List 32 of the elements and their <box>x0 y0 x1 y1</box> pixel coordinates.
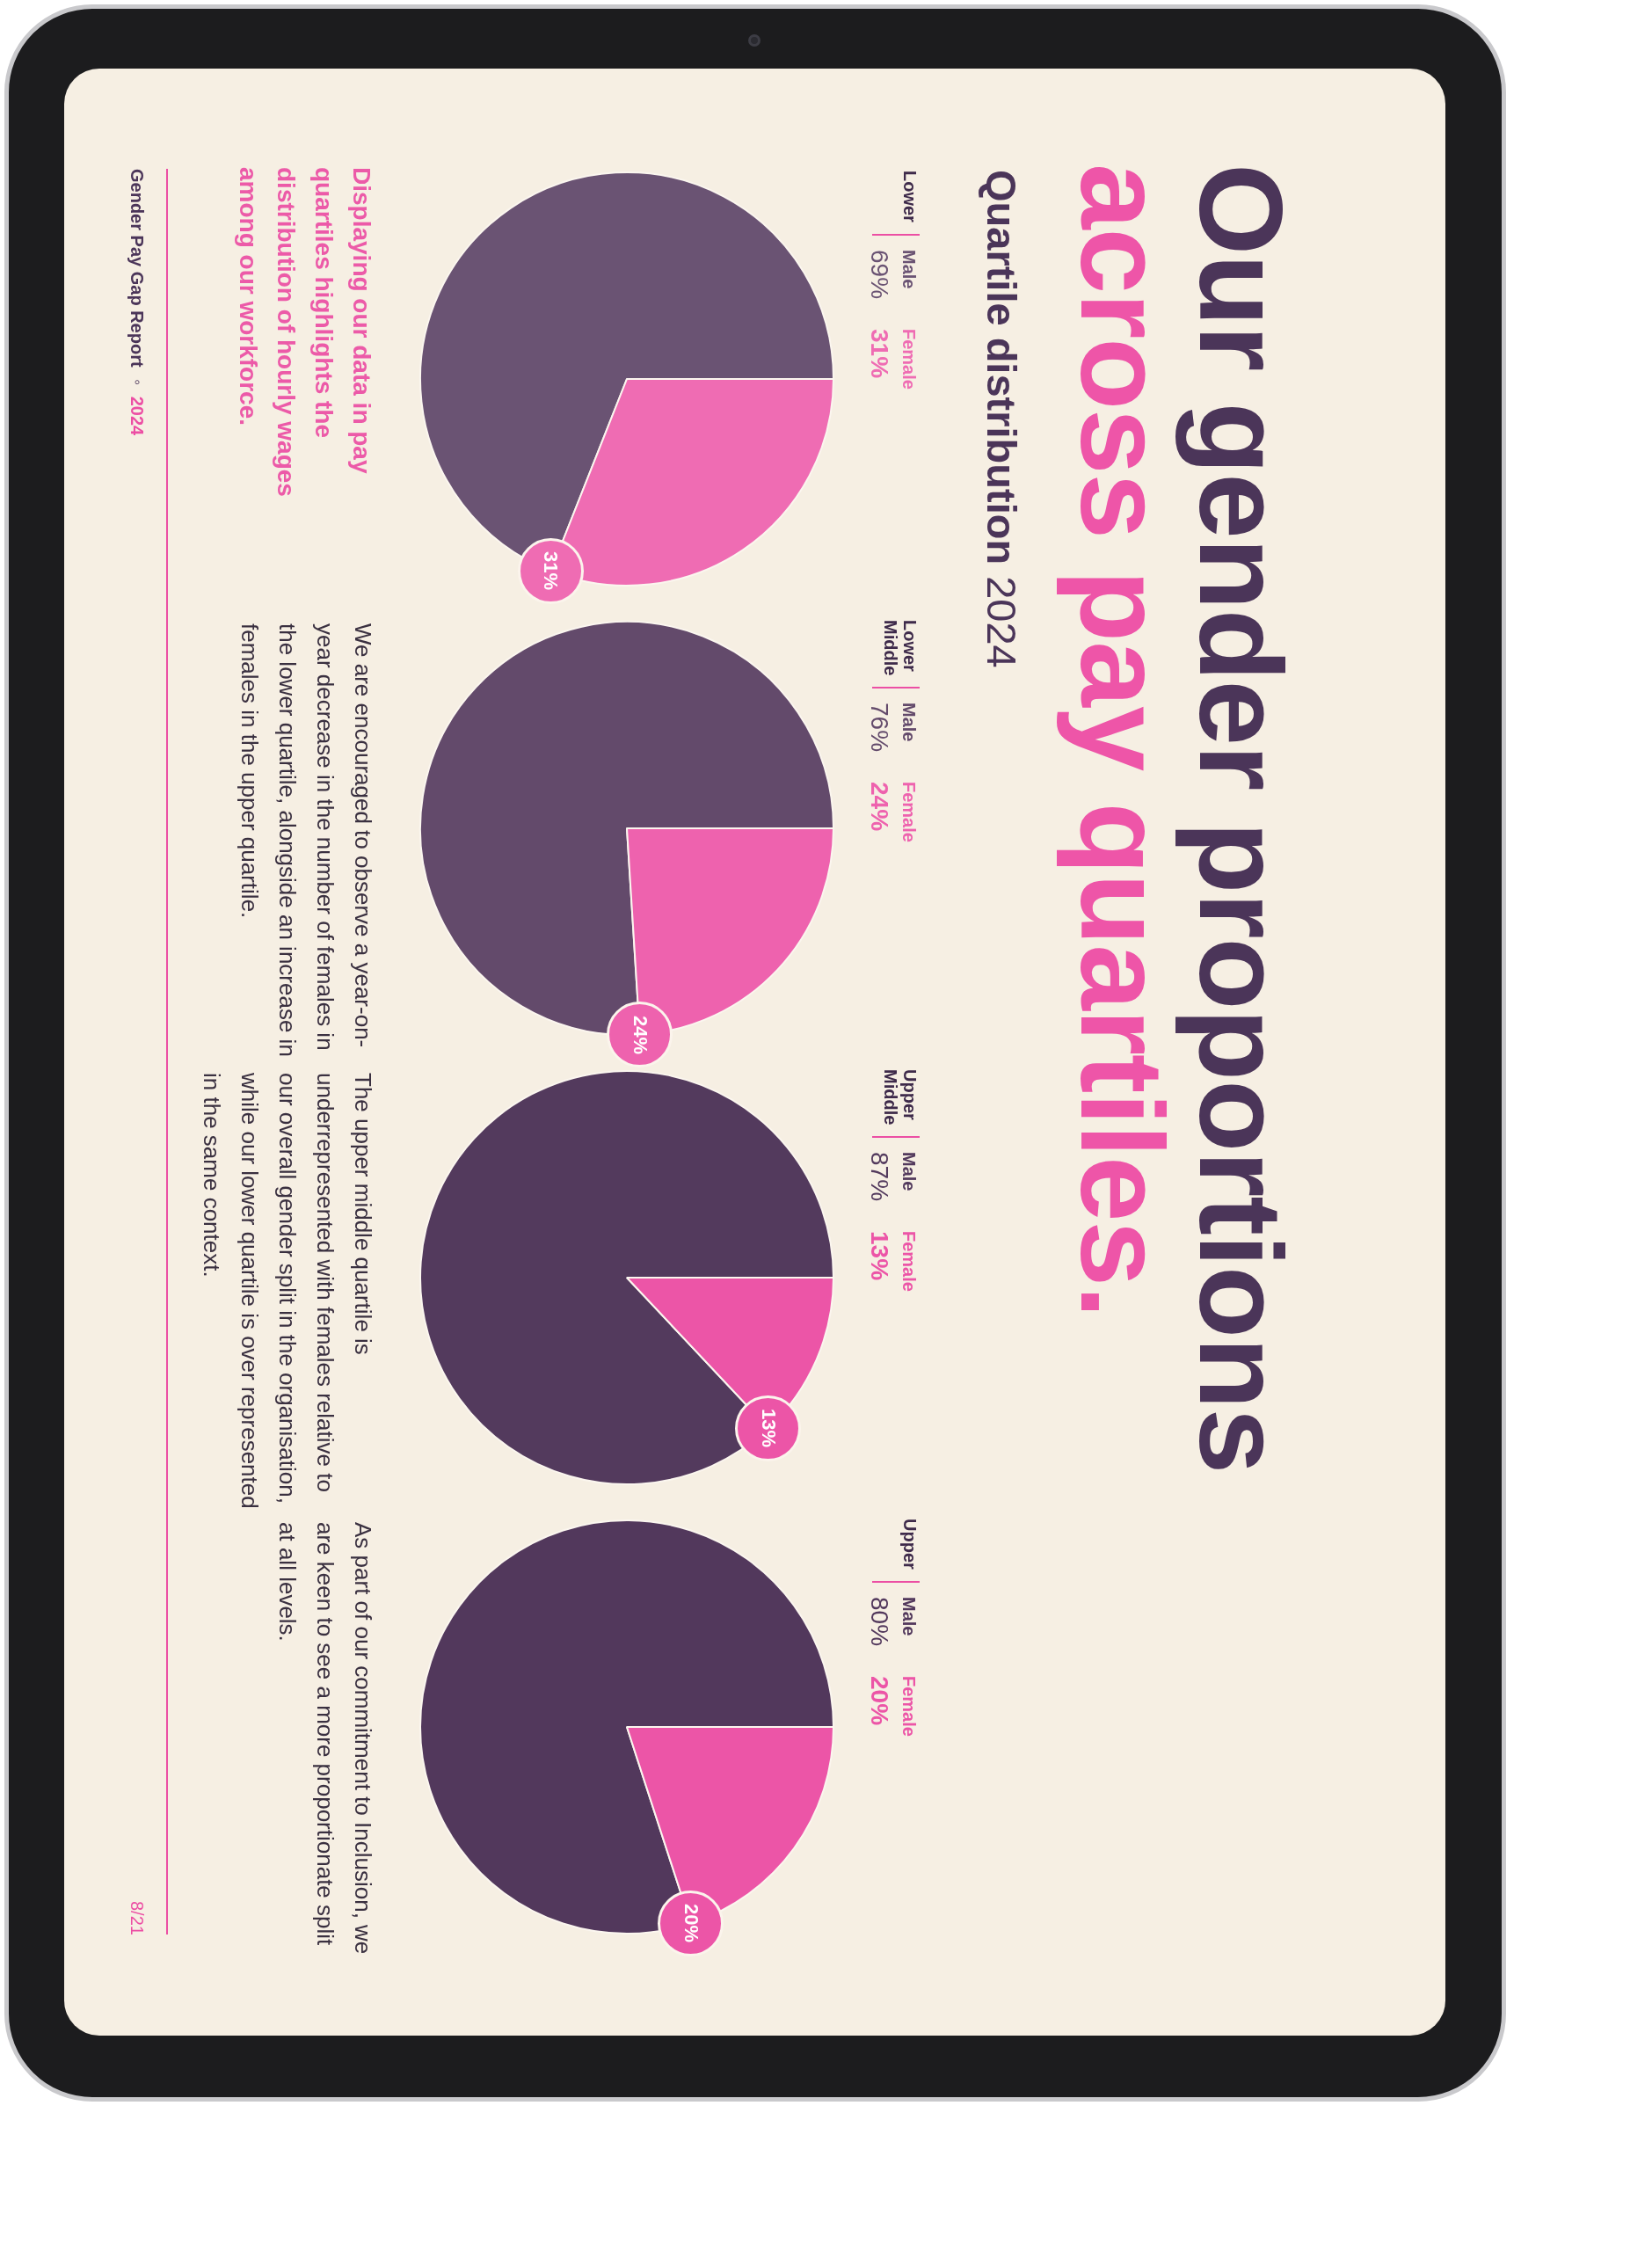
text: The upper middle quartile is underrepresented with females relative to our overall gender split in the organisation, while our lower quartile is over represented in the same context. <box>198 1073 377 1511</box>
data-label: 13% <box>865 1231 893 1281</box>
text: Lower Middle <box>881 620 920 676</box>
text: 24% <box>629 1015 651 1054</box>
text: Upper <box>900 1519 920 1570</box>
data-label: 31% <box>865 328 893 378</box>
data-label: 69% <box>865 249 893 299</box>
data-label: 87% <box>865 1152 893 1202</box>
slice-label: Male <box>899 1152 920 1191</box>
text: 20% <box>680 1904 702 1943</box>
text: Gender Pay Gap Report ◦ 2024 <box>127 169 147 436</box>
text: 31% <box>540 551 563 591</box>
slice-label: Female <box>899 1675 920 1737</box>
slice-label: Male <box>899 1596 920 1636</box>
slice-label: Male <box>899 249 920 289</box>
slice-label: Female <box>899 1231 920 1293</box>
slice-label: Male <box>899 703 920 742</box>
data-label: 24% <box>865 782 893 832</box>
slice-label: Female <box>899 782 920 843</box>
text: Displaying our data in pay quartiles highlights the distribution of hourly wages among our workforce. <box>234 167 376 499</box>
data-label: 76% <box>865 703 893 753</box>
slice-label: Female <box>899 328 920 390</box>
text: As part of our commitment to Inclusion, we are keen to see a more proportionate split at all levels. <box>273 1522 377 1956</box>
text: Our gender proportions across pay quartiles. <box>1057 164 1306 1474</box>
text: Upper Middle <box>881 1069 920 1126</box>
text: 13% <box>757 1409 780 1448</box>
text: Quartile distribution 2024 <box>979 170 1025 668</box>
text: 8/21 <box>127 1901 147 1935</box>
data-label: 80% <box>865 1596 893 1646</box>
text: Lower <box>900 171 920 222</box>
text: We are encouraged to observe a year-on-year decrease in the number of females in the lower quartile, alongside an increase in females in the upper quartile. <box>236 623 377 1059</box>
data-label: 20% <box>865 1675 893 1725</box>
